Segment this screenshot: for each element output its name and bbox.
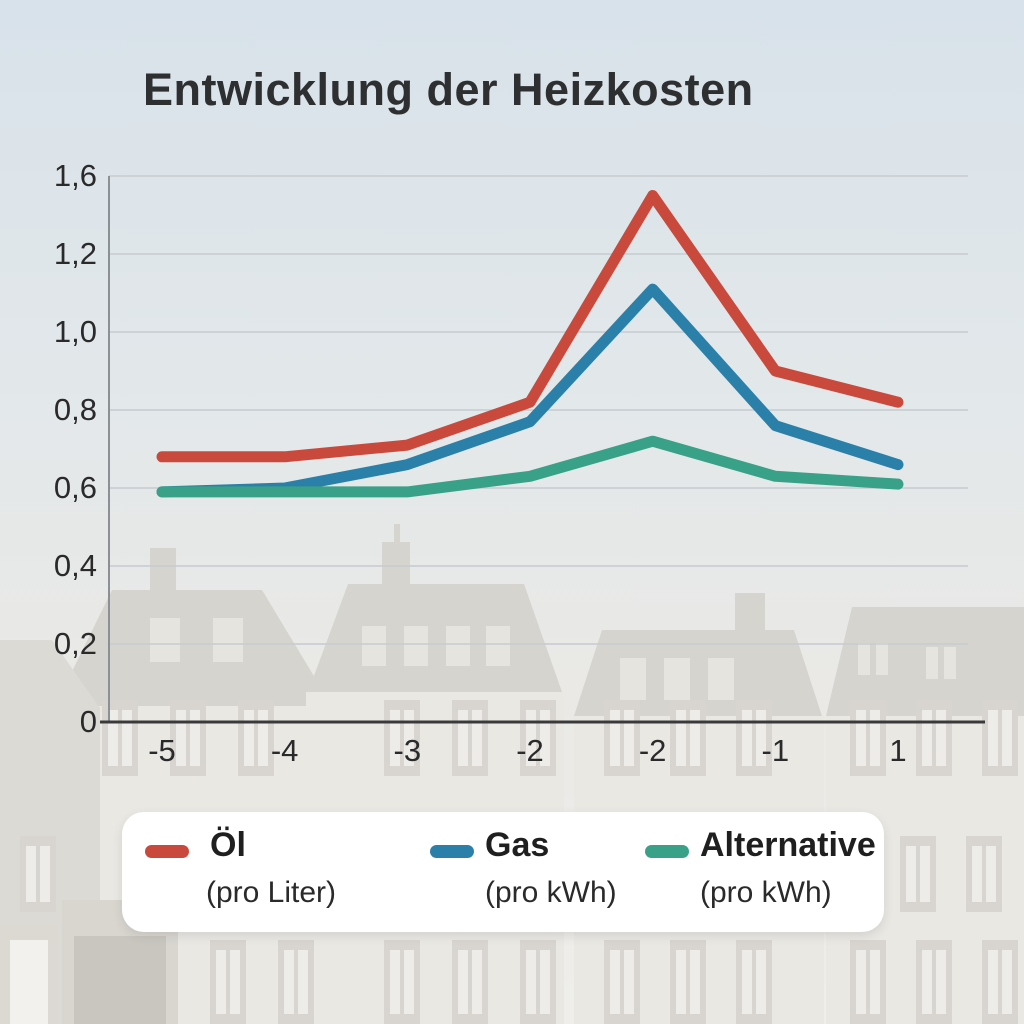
y-tick-label: 1,6 [53, 158, 97, 193]
y-tick-label: 0 [79, 704, 97, 739]
y-tick-label: 0,2 [53, 626, 97, 661]
y-tick-label: 0,4 [53, 548, 97, 583]
y-tick-label: 1,0 [53, 314, 97, 349]
gas-legend-label: Gas [485, 826, 550, 864]
x-tick-label: -2 [638, 733, 667, 768]
chart-legend: Öl (pro Liter) Gas (pro kWh) Alternative… [122, 812, 884, 932]
y-tick-label: 0,8 [53, 392, 97, 427]
gas-legend-dash [430, 845, 474, 858]
alternative-legend-dash [645, 845, 689, 858]
x-tick-label: -4 [270, 733, 299, 768]
y-tick-label: 1,2 [53, 236, 97, 271]
x-tick-label: 1 [889, 733, 907, 768]
x-tick-label: -3 [393, 733, 422, 768]
oil-legend-dash [145, 845, 189, 858]
roof [826, 607, 1024, 716]
y-tick-label: 0,6 [53, 470, 97, 505]
alternative-series-line [156, 435, 904, 498]
chart-title: Entwicklung der Heizkosten [143, 64, 754, 115]
gas-legend-unit: (pro kWh) [485, 876, 617, 909]
doorway [0, 900, 178, 1024]
alternative-legend-label: Alternative [700, 826, 876, 864]
skyline-windows [20, 700, 1018, 1024]
x-tick-label: -2 [516, 733, 544, 768]
roof [55, 590, 332, 706]
oil-legend-unit: (pro Liter) [206, 876, 337, 909]
oil-legend-label: Öl [210, 826, 246, 864]
oel-series-line [156, 190, 904, 463]
x-tick-label: -5 [148, 733, 176, 768]
chimney [735, 593, 765, 637]
alternative-legend-unit: (pro kWh) [700, 876, 832, 909]
x-tick-label: -1 [761, 733, 790, 768]
antenna [394, 524, 400, 546]
skyline-roof-windows [150, 618, 956, 700]
